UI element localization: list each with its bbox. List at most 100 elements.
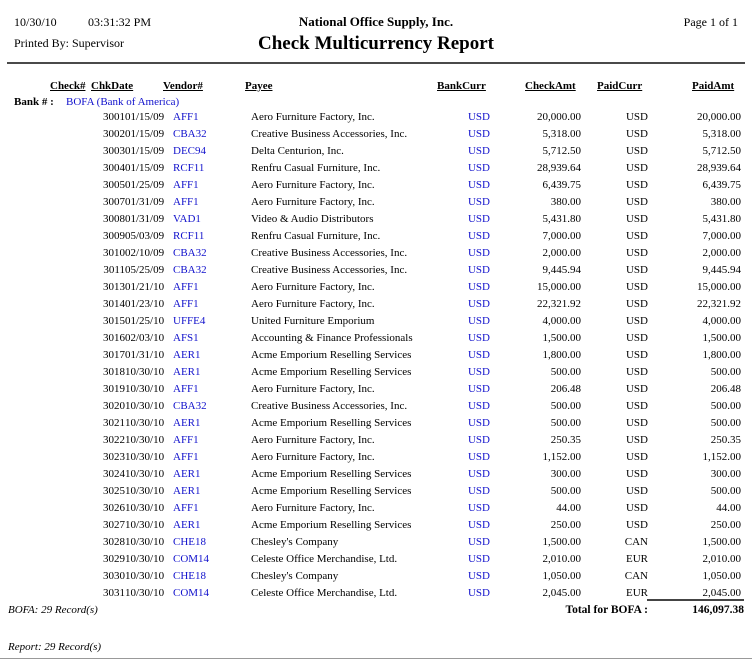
check-number-cell: 3008 bbox=[103, 212, 125, 225]
report-date: 10/30/10 bbox=[14, 15, 57, 29]
check-number-cell: 3003 bbox=[103, 144, 125, 157]
page-bottom-divider bbox=[0, 658, 752, 659]
bank-currency-cell: USD bbox=[467, 246, 490, 259]
table-row: 3007 01/31/09 AFF1 Aero Furniture Factory, … bbox=[0, 193, 741, 210]
check-amount-cell: 7,000.00 bbox=[542, 229, 582, 242]
check-number-cell: 3002 bbox=[103, 127, 125, 140]
check-number-cell: 3031 bbox=[103, 586, 125, 599]
column-header-check-amount: CheckAmt bbox=[525, 80, 576, 92]
paid-currency-cell: USD bbox=[625, 314, 648, 327]
payee-cell: Aero Furniture Factory, Inc. bbox=[251, 178, 375, 191]
check-date-cell: 01/31/09 bbox=[125, 195, 165, 208]
table-row: 3026 10/30/10 AFF1 Aero Furniture Factory, … bbox=[0, 499, 741, 516]
check-amount-cell: 500.00 bbox=[550, 365, 581, 378]
vendor-code-cell: CBA32 bbox=[173, 263, 207, 276]
vendor-code-cell: AFF1 bbox=[173, 280, 199, 293]
paid-amount-cell: 1,050.00 bbox=[702, 569, 742, 582]
table-row: 3029 10/30/10 COM14 Celeste Office Merchand… bbox=[0, 550, 741, 567]
check-date-cell: 01/25/10 bbox=[125, 314, 165, 327]
check-number-cell: 3028 bbox=[103, 535, 125, 548]
paid-amount-cell: 300.00 bbox=[710, 467, 741, 480]
payee-cell: Delta Centurion, Inc. bbox=[251, 144, 344, 157]
check-date-cell: 10/30/10 bbox=[125, 518, 165, 531]
paid-currency-cell: EUR bbox=[626, 586, 648, 599]
check-amount-cell: 22,321.92 bbox=[537, 297, 581, 310]
bank-currency-cell: USD bbox=[467, 586, 490, 599]
vendor-code-cell: VAD1 bbox=[173, 212, 201, 225]
paid-amount-cell: 250.00 bbox=[710, 518, 741, 531]
check-number-cell: 3015 bbox=[103, 314, 125, 327]
check-amount-cell: 28,939.64 bbox=[537, 161, 581, 174]
checks-table: 3001 01/15/09 AFF1 Aero Furniture Factory, … bbox=[0, 108, 741, 601]
vendor-code-cell: AER1 bbox=[173, 518, 201, 531]
check-date-cell: 10/30/10 bbox=[125, 552, 165, 565]
check-amount-cell: 380.00 bbox=[550, 195, 581, 208]
paid-amount-cell: 5,712.50 bbox=[702, 144, 742, 157]
check-amount-cell: 2,010.00 bbox=[542, 552, 582, 565]
report-record-count: Report: 29 Record(s) bbox=[8, 641, 102, 653]
column-header-bank-currency: BankCurr bbox=[437, 80, 486, 92]
check-number-cell: 3026 bbox=[103, 501, 125, 514]
bank-currency-cell: USD bbox=[467, 263, 490, 276]
vendor-code-cell: UFFE4 bbox=[173, 314, 206, 327]
vendor-code-cell: CHE18 bbox=[173, 569, 206, 582]
check-number-cell: 3011 bbox=[103, 263, 125, 276]
payee-cell: Creative Business Accessories, Inc. bbox=[251, 399, 408, 412]
check-date-cell: 10/30/10 bbox=[125, 450, 165, 463]
table-row: 3001 01/15/09 AFF1 Aero Furniture Factory, … bbox=[0, 108, 741, 125]
table-row: 3003 01/15/09 DEC94 Delta Centurion, Inc. US… bbox=[0, 142, 741, 159]
check-date-cell: 10/30/10 bbox=[125, 365, 165, 378]
paid-currency-cell: EUR bbox=[626, 552, 648, 565]
paid-currency-cell: USD bbox=[625, 416, 648, 429]
paid-amount-cell: 500.00 bbox=[710, 365, 741, 378]
payee-cell: Aero Furniture Factory, Inc. bbox=[251, 382, 375, 395]
bank-currency-cell: USD bbox=[467, 433, 490, 446]
bank-currency-cell: USD bbox=[467, 467, 490, 480]
vendor-code-cell: AER1 bbox=[173, 348, 201, 361]
paid-amount-cell: 500.00 bbox=[710, 399, 741, 412]
check-number-cell: 3014 bbox=[103, 297, 125, 310]
check-date-cell: 10/30/10 bbox=[125, 382, 165, 395]
paid-currency-cell: USD bbox=[625, 433, 648, 446]
paid-currency-cell: USD bbox=[625, 467, 648, 480]
table-row: 3014 01/23/10 AFF1 Aero Furniture Factory, … bbox=[0, 295, 741, 312]
bank-total-label: Total for BOFA : bbox=[565, 604, 648, 616]
paid-currency-cell: USD bbox=[625, 348, 648, 361]
check-amount-cell: 20,000.00 bbox=[537, 110, 581, 123]
check-number-cell: 3007 bbox=[103, 195, 125, 208]
bank-currency-cell: USD bbox=[467, 144, 490, 157]
check-date-cell: 10/30/10 bbox=[125, 569, 165, 582]
check-date-cell: 01/15/09 bbox=[125, 110, 165, 123]
payee-cell: Creative Business Accessories, Inc. bbox=[251, 246, 408, 259]
check-date-cell: 01/25/09 bbox=[125, 178, 165, 191]
bank-currency-cell: USD bbox=[467, 178, 490, 191]
vendor-code-cell: RCF11 bbox=[173, 161, 205, 174]
paid-amount-cell: 20,000.00 bbox=[697, 110, 741, 123]
check-number-cell: 3030 bbox=[103, 569, 125, 582]
vendor-code-cell: CBA32 bbox=[173, 127, 207, 140]
check-date-cell: 10/30/10 bbox=[125, 416, 165, 429]
paid-currency-cell: USD bbox=[625, 518, 648, 531]
table-row: 3009 05/03/09 RCF11 Renfru Casual Furniture… bbox=[0, 227, 741, 244]
vendor-code-cell: AFF1 bbox=[173, 195, 199, 208]
paid-currency-cell: USD bbox=[625, 399, 648, 412]
check-date-cell: 01/15/09 bbox=[125, 144, 165, 157]
paid-amount-cell: 5,431.80 bbox=[702, 212, 742, 225]
paid-amount-cell: 5,318.00 bbox=[702, 127, 742, 140]
vendor-code-cell: AFF1 bbox=[173, 297, 199, 310]
bank-currency-cell: USD bbox=[467, 229, 490, 242]
payee-cell: Aero Furniture Factory, Inc. bbox=[251, 297, 375, 310]
bank-currency-cell: USD bbox=[467, 569, 490, 582]
table-row: 3017 01/31/10 AER1 Acme Emporium Reselling … bbox=[0, 346, 741, 363]
payee-cell: Chesley's Company bbox=[251, 535, 339, 548]
check-amount-cell: 2,045.00 bbox=[542, 586, 582, 599]
bank-record-count: BOFA: 29 Record(s) bbox=[8, 604, 98, 616]
paid-currency-cell: CAN bbox=[624, 535, 648, 548]
vendor-code-cell: AER1 bbox=[173, 467, 201, 480]
table-row: 3021 10/30/10 AER1 Acme Emporium Reselling … bbox=[0, 414, 741, 431]
bank-currency-cell: USD bbox=[467, 280, 490, 293]
paid-amount-cell: 15,000.00 bbox=[697, 280, 741, 293]
check-number-cell: 3019 bbox=[103, 382, 125, 395]
check-number-cell: 3021 bbox=[103, 416, 125, 429]
paid-currency-cell: USD bbox=[625, 110, 648, 123]
